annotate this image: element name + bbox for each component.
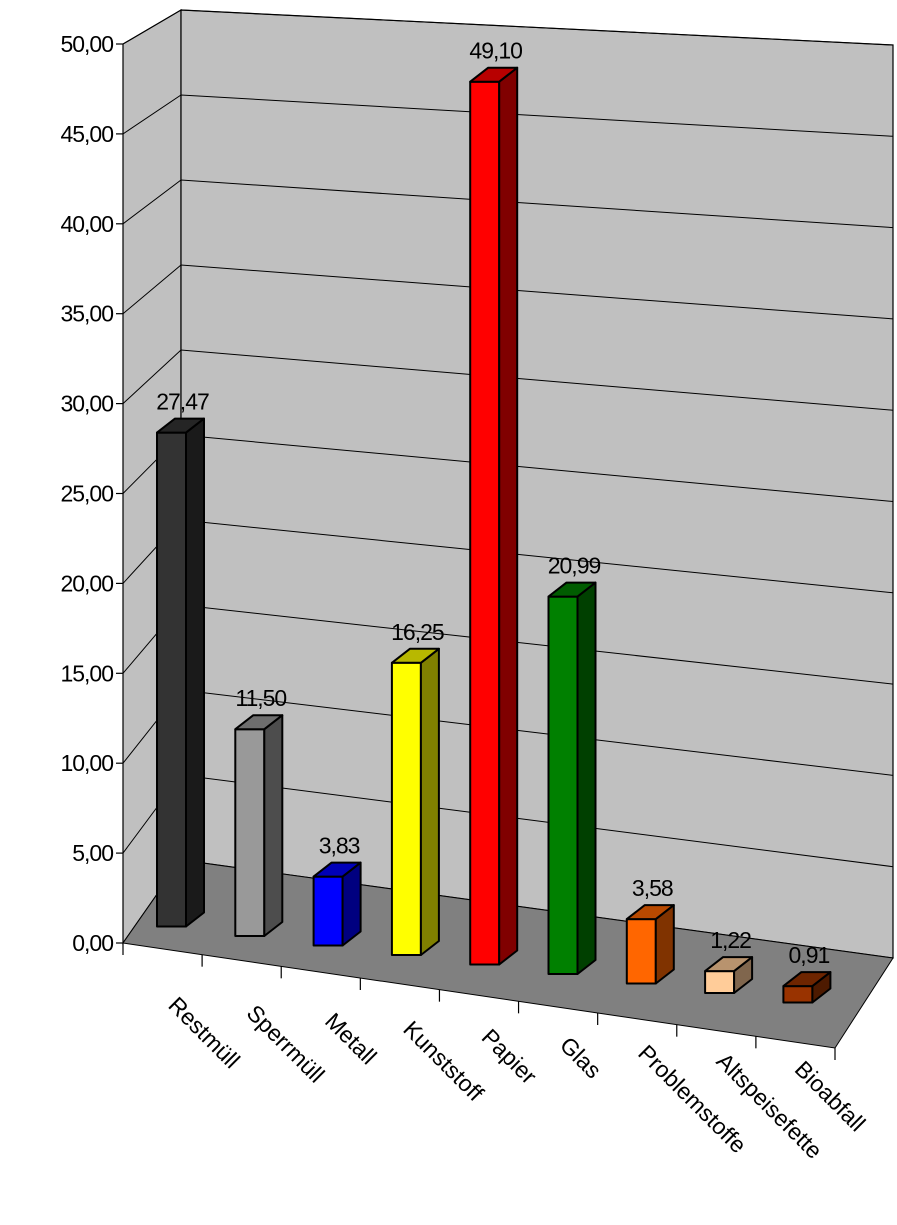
y-tick-label: 45,00 — [60, 121, 113, 147]
y-tick-label: 10,00 — [60, 750, 113, 776]
bar-3 — [312, 861, 362, 947]
bar-9 — [782, 971, 832, 1004]
bar-top — [782, 971, 832, 988]
y-tick-label: 35,00 — [60, 301, 113, 327]
bar-front — [312, 875, 344, 947]
bar-top — [390, 647, 440, 664]
y-tick-label: 30,00 — [60, 391, 113, 417]
bar-side — [576, 581, 597, 975]
bar-front — [234, 728, 266, 937]
bar-1 — [156, 417, 205, 928]
bar-side — [185, 417, 205, 928]
data-labels: 27,47 11,50 3,83 16,25 49,10 20,99 3,58 1,22 0,9… — [156, 38, 830, 968]
gridline — [122, 264, 894, 320]
y-axis: 0,00 5,00 10,00 15,00 20,00 25,00 30,00 35,00 40… — [60, 31, 123, 956]
data-label: 3,83 — [319, 833, 360, 859]
bar-front — [625, 918, 657, 985]
data-label: 11,50 — [235, 685, 286, 711]
data-label: 3,58 — [632, 875, 673, 901]
x-tick-label: Metall — [320, 1008, 382, 1070]
data-label: 0,91 — [789, 942, 830, 968]
bar-top — [156, 417, 205, 434]
bar-front — [469, 80, 501, 966]
bar-front — [156, 431, 187, 928]
data-label: 1,22 — [710, 927, 751, 953]
data-label: 20,99 — [548, 553, 601, 579]
x-tick-label: Papier — [477, 1024, 543, 1090]
x-tick-label: Glas — [555, 1032, 607, 1084]
bar-top — [234, 714, 284, 731]
y-tick-label: 5,00 — [72, 840, 113, 866]
data-label: 27,47 — [156, 389, 209, 415]
bar-front — [782, 985, 814, 1004]
y-tick-label: 50,00 — [60, 31, 113, 57]
gridline — [122, 349, 894, 411]
bar-side — [498, 66, 519, 966]
data-label: 16,25 — [391, 619, 444, 645]
x-tick-label: Sperrmüll — [242, 1000, 330, 1088]
bar-7 — [625, 904, 675, 985]
bar-front — [390, 661, 422, 956]
data-label: 49,10 — [469, 38, 522, 64]
bar-top — [625, 904, 675, 921]
bar-front — [704, 970, 736, 994]
bar-front — [547, 595, 579, 975]
y-tick-label: 25,00 — [60, 481, 113, 507]
y-tick-label: 40,00 — [60, 211, 113, 237]
y-tick-label: 20,00 — [60, 570, 113, 596]
x-tick-label: Restmüll — [163, 992, 245, 1074]
gridline — [122, 9, 894, 46]
bar-top — [704, 956, 754, 973]
y-tick-label: 0,00 — [72, 930, 113, 956]
y-tick-label: 15,00 — [60, 660, 113, 686]
bar-top — [547, 581, 597, 598]
bar-5 — [469, 66, 519, 966]
bar-side — [419, 647, 440, 956]
bar-2 — [234, 714, 284, 937]
x-tick-label: Kunststoff — [398, 1016, 489, 1107]
bars — [156, 66, 832, 1004]
bar-6 — [547, 581, 597, 975]
bar-top — [469, 66, 519, 83]
bar-4 — [390, 647, 440, 956]
gridline — [122, 94, 894, 137]
bar-side — [263, 714, 284, 937]
gridline — [122, 179, 894, 229]
back-wall — [180, 9, 894, 959]
bar-top — [312, 861, 362, 878]
bar-8 — [704, 956, 754, 994]
